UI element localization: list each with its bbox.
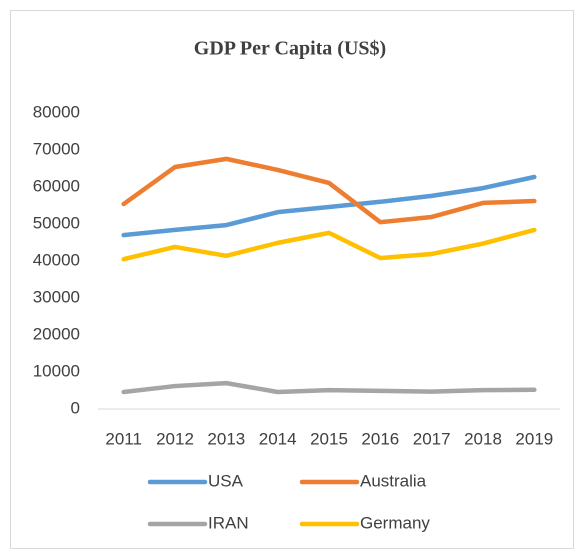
x-tick-label: 2017 xyxy=(413,429,451,448)
x-tick-label: 2015 xyxy=(310,429,348,448)
series-line xyxy=(121,174,537,238)
y-tick-label: 50000 xyxy=(33,213,80,232)
y-tick-label: 80000 xyxy=(33,102,80,121)
chart-title: GDP Per Capita (US$) xyxy=(194,38,386,60)
y-tick-label: 10000 xyxy=(33,361,80,380)
x-tick-label: 2014 xyxy=(259,429,297,448)
y-tick-label: 30000 xyxy=(33,287,80,306)
x-tick-label: 2013 xyxy=(207,429,245,448)
legend-label: IRAN xyxy=(208,513,249,532)
series-line xyxy=(121,156,537,225)
legend-label: Australia xyxy=(360,471,427,490)
x-tick-label: 2019 xyxy=(515,429,553,448)
y-tick-label: 40000 xyxy=(33,250,80,269)
chart-border xyxy=(10,10,574,549)
series-line xyxy=(121,380,537,395)
y-tick-label: 70000 xyxy=(33,139,80,158)
legend-label: Germany xyxy=(360,513,430,532)
y-tick-label: 60000 xyxy=(33,176,80,195)
x-tick-label: 2016 xyxy=(361,429,399,448)
y-tick-label: 0 xyxy=(71,398,80,417)
x-tick-label: 2012 xyxy=(156,429,194,448)
x-tick-label: 2018 xyxy=(464,429,502,448)
y-tick-label: 20000 xyxy=(33,324,80,343)
legend-label: USA xyxy=(208,471,244,490)
series-line xyxy=(121,227,537,262)
x-tick-label: 2011 xyxy=(105,429,142,448)
